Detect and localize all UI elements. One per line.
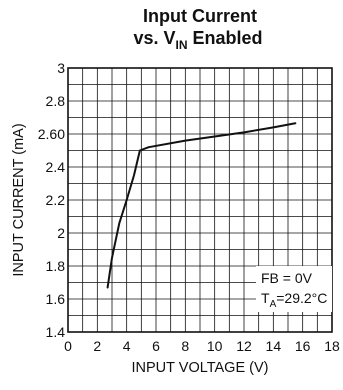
x-tick-label: 4 [123,338,131,354]
x-axis-ticks: 0 2 4 6 8 10 12 14 16 18 [64,338,340,354]
y-axis-ticks: 1.4 1.6 1.8 2 2.2 2.4 2.60 2.8 3 [38,60,65,340]
x-tick-label: 16 [295,338,311,354]
x-tick-label: 0 [64,338,72,354]
x-tick-label: 8 [181,338,189,354]
x-tick-label: 2 [93,338,101,354]
x-tick-label: 18 [324,338,340,354]
x-axis-label: INPUT VOLTAGE (V) [132,360,269,376]
y-tick-label: 3 [57,60,65,76]
y-tick-label: 1.6 [46,291,66,307]
x-tick-label: 14 [266,338,282,354]
chart-subtitle-suffix: Enabled [188,28,263,48]
y-axis-label: INPUT CURRENT (mA) [11,123,27,276]
y-tick-label: 1.8 [46,258,66,274]
series [108,123,296,287]
annotation-box: FB = 0V TA=29.2°C [256,266,332,312]
x-tick-label: 6 [152,338,160,354]
x-tick-label: 12 [236,338,252,354]
chart-subtitle: vs. VIN Enabled [133,28,262,52]
y-tick-label: 2 [57,225,65,241]
y-tick-label: 2.8 [46,93,66,109]
chart-subtitle-subscript: IN [176,38,188,52]
chart-subtitle-prefix: vs. V [133,28,175,48]
x-tick-label: 10 [207,338,223,354]
y-tick-label: 2.4 [46,159,66,175]
chart-title: Input Current [143,6,257,26]
series-line [108,123,296,287]
y-tick-label: 2.60 [38,126,65,142]
annotation-temperature-value: =29.2°C [276,290,327,306]
annotation-fb: FB = 0V [261,270,313,286]
y-tick-label: 1.4 [46,324,66,340]
y-tick-label: 2.2 [46,192,66,208]
